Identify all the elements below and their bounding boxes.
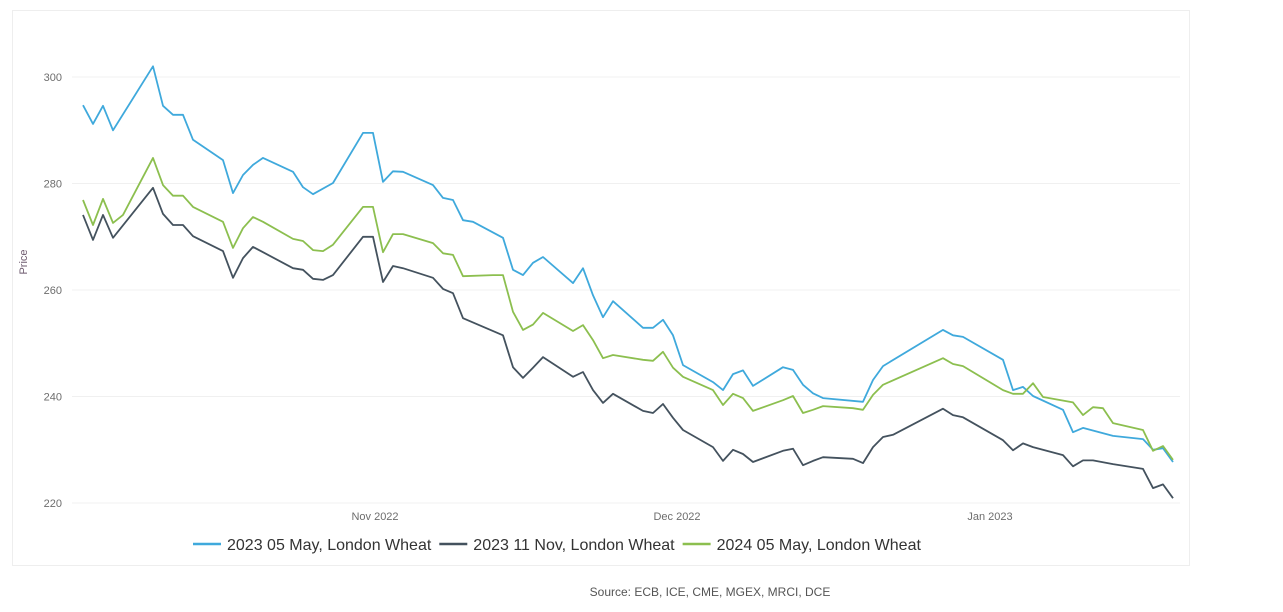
series-line xyxy=(82,156,1174,461)
series-line xyxy=(82,65,1174,463)
legend-label: 2023 11 Nov, London Wheat xyxy=(473,537,675,554)
y-tick-label: 260 xyxy=(44,285,62,297)
gridlines xyxy=(72,76,1180,504)
y-axis-label: Price xyxy=(18,249,30,274)
y-tick-label: 280 xyxy=(44,179,62,191)
y-tick-label: 300 xyxy=(44,72,62,84)
x-tick-label: Dec 2022 xyxy=(653,511,700,523)
source-note: Source: ECB, ICE, CME, MGEX, MRCI, DCE xyxy=(589,585,831,599)
x-axis-ticks: Nov 2022 Dec 2022 Jan 2023 xyxy=(351,511,1012,523)
series-lines xyxy=(82,65,1174,499)
y-tick-label: 240 xyxy=(44,392,62,404)
legend: 2023 05 May, London Wheat 2023 11 Nov, Lo… xyxy=(193,537,921,554)
legend-label: 2024 05 May, London Wheat xyxy=(717,537,922,554)
y-axis-ticks: 220 240 260 280 300 xyxy=(44,72,62,510)
x-tick-label: Jan 2023 xyxy=(967,511,1012,523)
legend-label: 2023 05 May, London Wheat xyxy=(227,537,432,554)
series-line xyxy=(82,186,1174,499)
y-tick-label: 220 xyxy=(44,498,62,510)
chart-card xyxy=(12,10,1190,566)
x-tick-label: Nov 2022 xyxy=(351,511,398,523)
